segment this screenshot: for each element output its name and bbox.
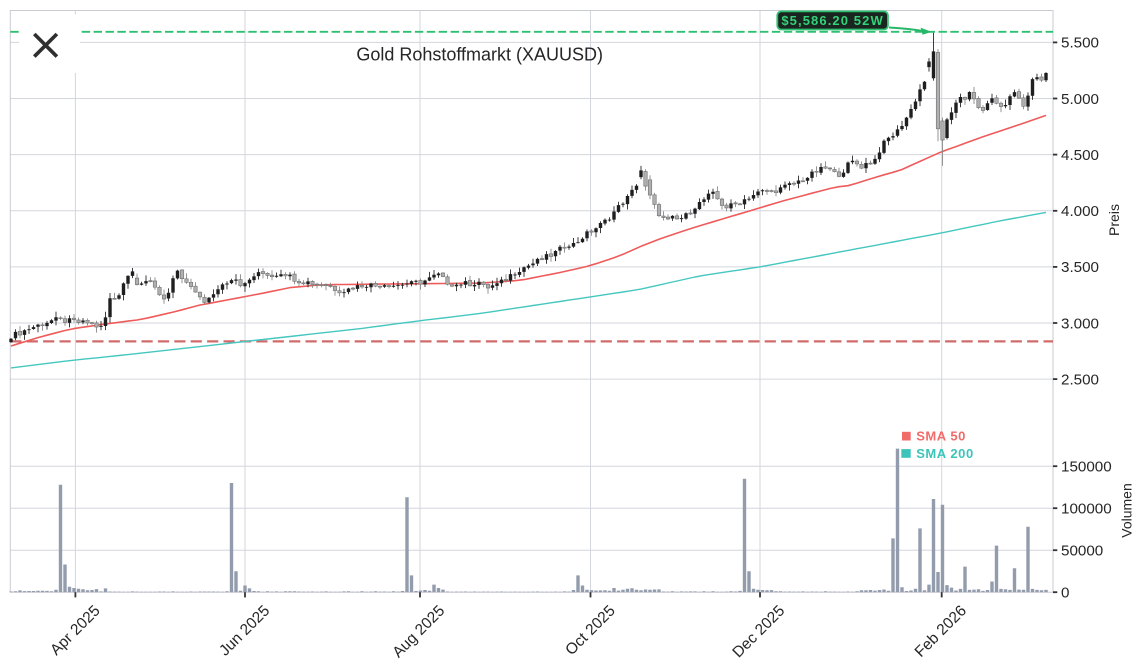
svg-text:0: 0 <box>1061 585 1069 602</box>
svg-text:100000: 100000 <box>1061 501 1112 518</box>
svg-text:50000: 50000 <box>1061 543 1103 560</box>
svg-text:3.500: 3.500 <box>1061 259 1099 276</box>
svg-text:5.000: 5.000 <box>1061 91 1099 108</box>
svg-text:4.000: 4.000 <box>1061 203 1099 220</box>
svg-text:2.500: 2.500 <box>1061 371 1099 388</box>
svg-text:Volumen: Volumen <box>1119 483 1135 537</box>
svg-text:Preis: Preis <box>1106 204 1122 236</box>
svg-text:150000: 150000 <box>1061 459 1112 476</box>
svg-text:SMA 50: SMA 50 <box>916 428 966 443</box>
svg-text:$5,586.20 52W: $5,586.20 52W <box>781 13 883 28</box>
svg-text:SMA 200: SMA 200 <box>916 446 974 461</box>
svg-text:3.000: 3.000 <box>1061 315 1099 332</box>
svg-text:5.500: 5.500 <box>1061 35 1099 52</box>
svg-text:4.500: 4.500 <box>1061 147 1099 164</box>
svg-text:Gold Rohstoffmarkt (XAUUSD): Gold Rohstoffmarkt (XAUUSD) <box>356 45 603 65</box>
